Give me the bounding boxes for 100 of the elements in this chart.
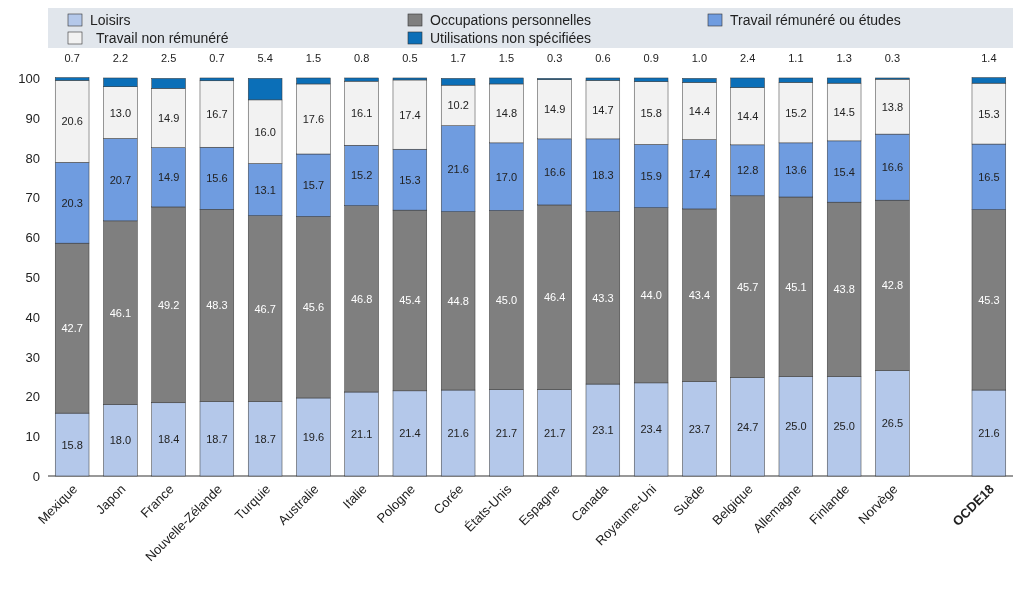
data-label: 1.5 <box>498 52 515 64</box>
y-tick-label: 80 <box>25 150 40 166</box>
y-tick-label: 70 <box>25 190 40 206</box>
data-label: 43.3 <box>592 291 614 304</box>
legend-label: Travail rémunéré ou études <box>730 12 901 28</box>
y-tick-label: 100 <box>18 70 40 86</box>
legend-label: Travail non rémunéré <box>96 30 229 46</box>
data-label: 18.4 <box>157 433 180 446</box>
data-label: 16.6 <box>881 161 904 174</box>
y-tick-label: 90 <box>25 110 40 126</box>
data-label: 16.1 <box>350 107 373 120</box>
data-label: 1.7 <box>450 52 466 64</box>
data-label: 23.7 <box>688 422 711 435</box>
data-label: 23.4 <box>640 423 662 436</box>
data-label: 19.6 <box>302 430 325 443</box>
data-label: 2.5 <box>160 52 177 64</box>
y-tick-label: 0 <box>32 469 40 484</box>
data-label: 45.0 <box>495 294 518 307</box>
data-label: 43.8 <box>833 283 855 296</box>
data-label: 43.4 <box>688 289 711 302</box>
data-label: 26.5 <box>881 417 904 430</box>
data-label: 18.3 <box>592 169 614 182</box>
data-label: 24.7 <box>736 420 759 433</box>
data-label: 13.6 <box>785 163 807 176</box>
data-label: 46.1 <box>109 306 132 319</box>
y-tick-label: 50 <box>25 269 40 285</box>
data-label: 21.6 <box>447 162 469 175</box>
data-label: 15.3 <box>978 107 1000 120</box>
data-label: 20.7 <box>109 173 132 186</box>
data-label: 12.8 <box>736 164 759 177</box>
data-label: 16.5 <box>978 170 1000 183</box>
data-label: 21.6 <box>447 427 469 440</box>
data-label: 17.0 <box>495 170 518 183</box>
data-label: 16.7 <box>206 108 228 120</box>
data-label: 0.5 <box>402 52 418 64</box>
data-label: 18.7 <box>254 432 276 445</box>
data-label: 42.7 <box>61 322 83 335</box>
data-label: 0.8 <box>353 52 370 64</box>
data-label: 21.1 <box>350 428 373 441</box>
data-label: 15.2 <box>785 106 807 119</box>
data-label: 17.4 <box>399 108 421 121</box>
data-label: 23.1 <box>592 424 614 437</box>
data-label: 18.7 <box>206 432 228 445</box>
data-label: 0.6 <box>595 52 611 64</box>
data-label: 0.3 <box>546 52 563 64</box>
data-label: 1.1 <box>788 52 804 64</box>
data-label: 15.4 <box>833 165 855 178</box>
data-label: 25.0 <box>833 420 855 433</box>
data-label: 20.3 <box>61 196 83 209</box>
data-label: 45.7 <box>736 280 759 293</box>
legend-label: Utilisations non spécifiées <box>430 30 592 46</box>
data-label: 0.9 <box>643 52 659 64</box>
data-label: 20.6 <box>61 115 83 128</box>
data-label: 13.8 <box>881 100 904 113</box>
data-label: 13.1 <box>254 183 276 196</box>
data-label: 44.8 <box>447 294 469 307</box>
data-label: 0.7 <box>209 52 225 64</box>
data-label: 15.2 <box>350 169 373 182</box>
data-label: 21.7 <box>495 426 518 439</box>
legend-label: Loisirs <box>90 12 131 28</box>
data-label: 45.4 <box>399 294 421 307</box>
data-label: 14.9 <box>157 171 180 184</box>
y-tick-label: 30 <box>25 349 40 365</box>
data-label: 13.0 <box>109 106 132 119</box>
data-label: 14.9 <box>157 111 180 124</box>
data-label: 1.3 <box>836 52 852 64</box>
data-label: 21.7 <box>543 426 566 439</box>
data-label: 15.6 <box>206 172 228 185</box>
data-label: 15.9 <box>640 170 662 183</box>
data-label: 21.6 <box>978 427 1000 440</box>
data-label: 45.1 <box>785 280 807 293</box>
data-label: 46.7 <box>254 302 276 315</box>
data-label: 14.8 <box>495 107 518 120</box>
data-label: 1.5 <box>305 52 322 64</box>
data-label: 14.4 <box>688 105 711 118</box>
data-label: 1.4 <box>981 52 997 64</box>
data-label: 15.8 <box>61 438 83 451</box>
data-label: 14.4 <box>736 110 759 123</box>
data-label: 42.8 <box>881 279 904 292</box>
data-label: 15.3 <box>399 173 421 186</box>
data-label: 45.3 <box>978 293 1000 306</box>
y-tick-label: 60 <box>25 230 40 246</box>
data-label: 14.5 <box>833 106 855 119</box>
data-label: 0.3 <box>884 52 901 64</box>
y-tick-label: 20 <box>25 389 40 405</box>
data-label: 48.3 <box>206 299 228 312</box>
data-label: 2.2 <box>112 52 129 64</box>
data-label: 45.6 <box>302 301 325 314</box>
data-label: 0.7 <box>64 52 80 64</box>
data-label: 14.9 <box>543 103 566 116</box>
data-label: 5.4 <box>257 52 273 64</box>
data-label: 49.2 <box>157 298 180 311</box>
data-label: 15.7 <box>302 179 325 192</box>
data-label: 25.0 <box>785 420 807 433</box>
data-label: 46.4 <box>543 291 566 304</box>
data-label: 21.4 <box>399 427 421 440</box>
data-label: 18.0 <box>109 434 132 447</box>
y-tick-label: 40 <box>25 309 40 325</box>
data-label: 44.0 <box>640 289 662 302</box>
y-tick-label: 10 <box>25 429 40 445</box>
